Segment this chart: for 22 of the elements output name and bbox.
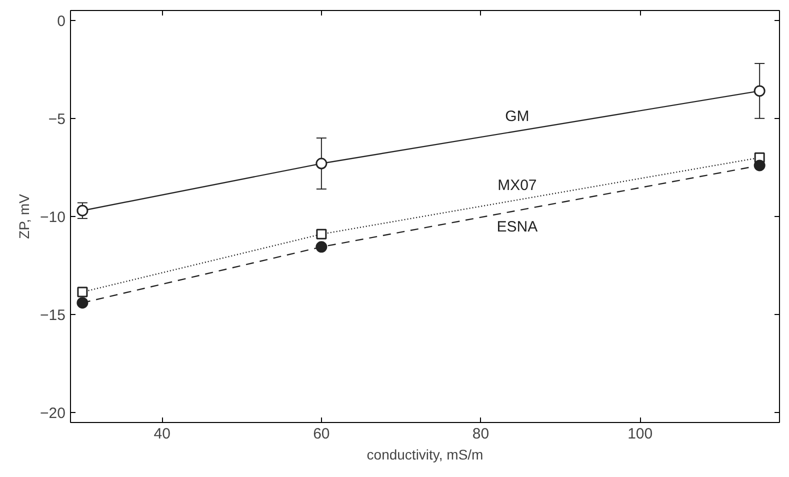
y-tick-label: −15	[40, 307, 66, 324]
point	[76, 204, 88, 216]
point	[316, 228, 327, 240]
series-label: ESNA	[496, 218, 538, 236]
x-tick-label: 100	[628, 426, 653, 442]
point	[754, 85, 766, 97]
point	[316, 158, 328, 170]
x-tick-label: 60	[313, 426, 330, 442]
series-label: GM	[505, 108, 530, 126]
x-axis-title: conductivity, mS/m	[366, 446, 484, 462]
point	[316, 241, 328, 253]
series-label: MX07	[498, 176, 537, 194]
y-tick-label: 0	[57, 12, 66, 30]
y-tick-label: −10	[40, 209, 66, 226]
point	[77, 286, 88, 298]
point	[76, 297, 88, 309]
y-axis-title: ZP, mV	[16, 193, 32, 239]
x-tick-label: 80	[472, 426, 490, 442]
y-tick-label: −20	[40, 405, 66, 422]
y-tick-label: −5	[48, 110, 66, 128]
point	[754, 160, 766, 172]
x-tick-label: 40	[154, 426, 170, 442]
